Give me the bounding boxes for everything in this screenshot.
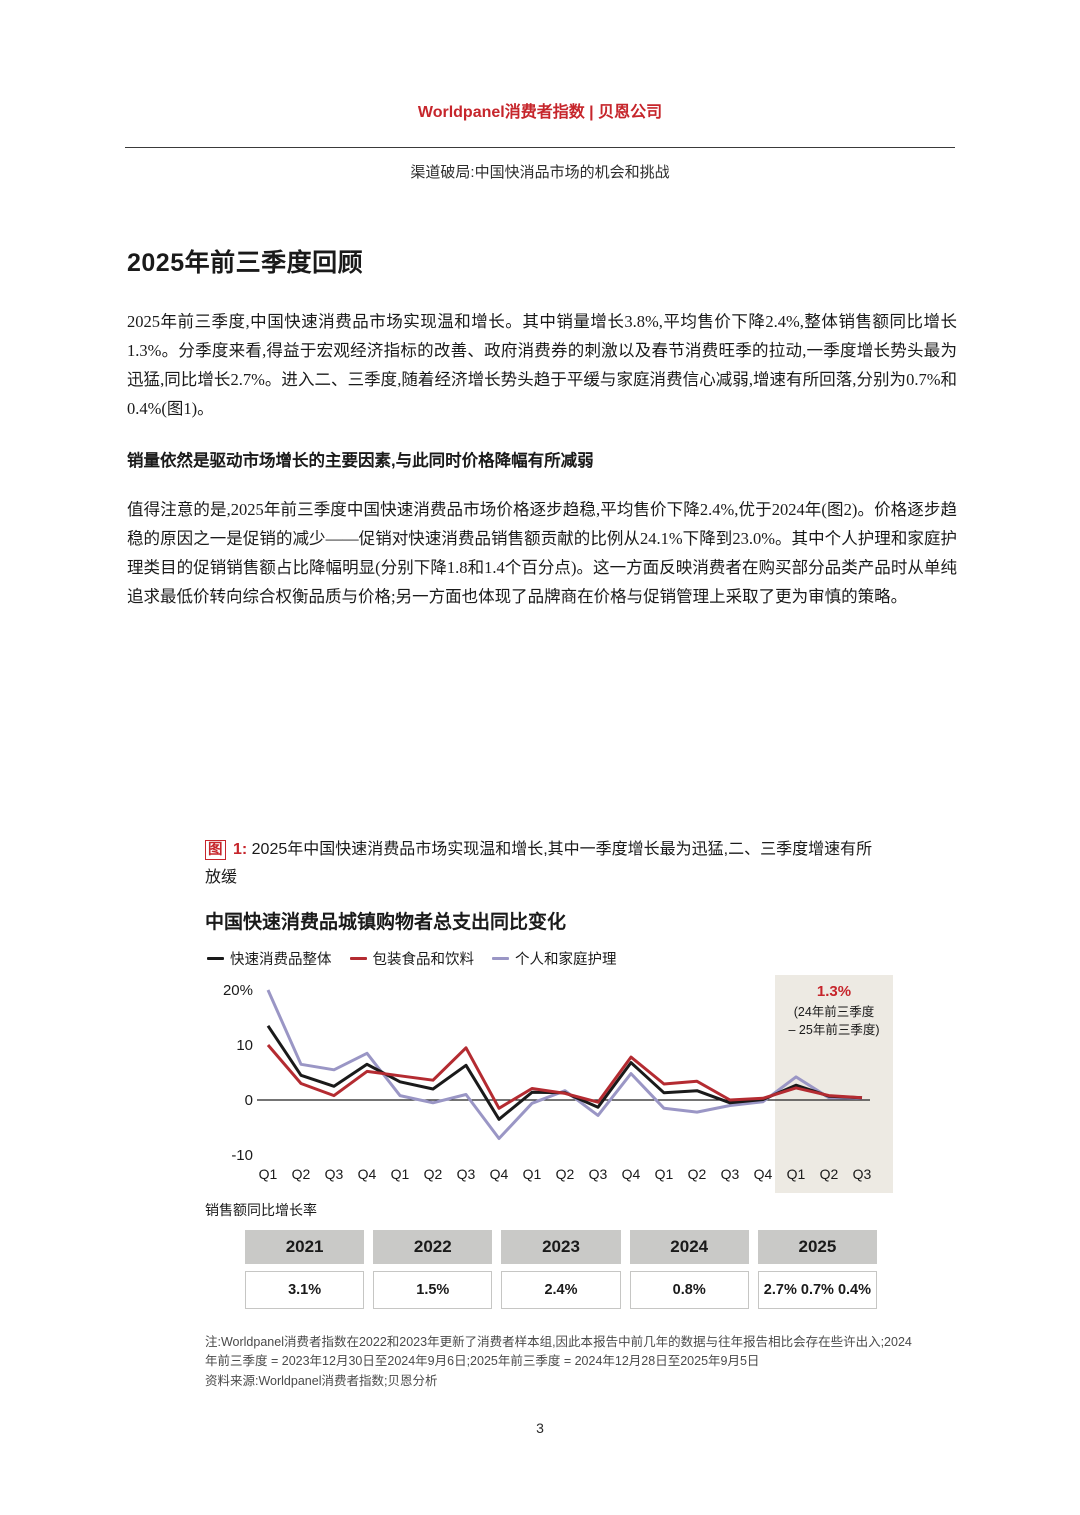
table-year-header: 2021	[245, 1230, 365, 1265]
legend-item: 快速消费品整体	[207, 948, 332, 969]
annotation-line2: – 25年前三季度)	[789, 1022, 880, 1037]
page-number: 3	[536, 1420, 544, 1436]
legend-label: 包装食品和饮料	[372, 952, 475, 969]
annotation-line1: (24年前三季度	[794, 1004, 875, 1019]
chart-legend: 快速消费品整体 包装食品和饮料 个人和家庭护理	[207, 948, 883, 969]
x-tick-label: Q4	[490, 1166, 509, 1182]
x-tick-label: Q4	[358, 1166, 377, 1182]
legend-label: 快速消费品整体	[230, 952, 332, 969]
y-tick-label: 0	[245, 1092, 253, 1109]
review-section: 2025年前三季度回顾 2025年前三季度,中国快速消费品市场实现温和增长。其中…	[127, 243, 957, 635]
figure-label-number: 1:	[232, 841, 248, 858]
legend-item: 个人和家庭护理	[492, 948, 617, 969]
x-tick-label: Q1	[391, 1166, 410, 1182]
table-year-header: 2025	[757, 1230, 878, 1265]
x-tick-label: Q2	[820, 1166, 839, 1182]
sales-growth-label: 销售额同比增长率	[205, 1202, 317, 1219]
legend-label: 个人和家庭护理	[515, 952, 617, 969]
legend-dash-icon	[492, 956, 509, 961]
table-growth-value: 0.8%	[629, 1271, 749, 1310]
y-tick-label: -10	[231, 1147, 253, 1164]
table-growth-value: 3.1%	[245, 1271, 365, 1310]
x-tick-label: Q3	[325, 1166, 344, 1182]
table-year-header: 2024	[629, 1230, 749, 1265]
x-tick-label: Q4	[754, 1166, 773, 1182]
table-growth-value: 1.5%	[373, 1271, 493, 1310]
report-subtitle: 渠道破局:中国快消品市场的机会和挑战	[410, 164, 670, 181]
series-line	[266, 1024, 863, 1121]
line-chart: 20% 10 0 -10 Q1 Q2 Q3 Q4 Q1 Q2 Q3 Q4 Q1 Q2 Q3 Q4 Q1 Q2 Q3 Q…	[205, 973, 895, 1198]
table-column: 2023 2.4%	[501, 1230, 621, 1310]
chart-title: 中国快速消费品城镇购物者总支出同比变化	[205, 912, 567, 934]
x-tick-label: Q1	[259, 1166, 278, 1182]
highlight-band	[775, 975, 893, 1194]
y-tick-label: 10	[236, 1037, 253, 1054]
legend-dash-icon	[207, 956, 224, 961]
x-tick-label: Q1	[787, 1166, 806, 1182]
x-tick-label: Q2	[556, 1166, 575, 1182]
x-tick-label: Q1	[523, 1166, 542, 1182]
table-growth-value: 2.4%	[501, 1271, 621, 1310]
table-column: 2025 2.7% 0.7% 0.4%	[757, 1230, 878, 1310]
x-tick-label: Q1	[655, 1166, 674, 1182]
x-tick-label: Q3	[853, 1166, 872, 1182]
section-subheading: 销量依然是驱动市场增长的主要因素,与此同时价格降幅有所减弱	[127, 452, 594, 471]
table-column: 2022 1.5%	[373, 1230, 493, 1310]
x-tick-label: Q3	[589, 1166, 608, 1182]
body-paragraph-1: 2025年前三季度,中国快速消费品市场实现温和增长。其中销量增长3.8%,平均售…	[127, 312, 957, 419]
header-divider	[125, 147, 955, 148]
x-tick-label: Q3	[457, 1166, 476, 1182]
annotation-value: 1.3%	[817, 983, 851, 1000]
figure-caption-text: 2025年中国快速消费品市场实现温和增长,其中一季度增长最为迅猛,二、三季度增速…	[205, 841, 873, 886]
note-line: 注:Worldpanel消费者指数在2022和2023年更新了消费者样本组,因此…	[205, 1335, 912, 1369]
body-paragraph-2: 值得注意的是,2025年前三季度中国快速消费品市场价格逐步趋稳,平均售价下降2.…	[127, 500, 957, 607]
legend-dash-icon	[349, 956, 367, 961]
table-growth-value: 2.7% 0.7% 0.4%	[757, 1271, 878, 1310]
legend-item: 包装食品和饮料	[349, 948, 475, 969]
series-line	[266, 1044, 863, 1110]
y-tick-label: 20%	[223, 982, 253, 999]
source-line: 资料来源:Worldpanel消费者指数;贝恩分析	[205, 1373, 438, 1388]
section-title: 2025年前三季度回顾	[127, 249, 364, 277]
table-column: 2024 0.8%	[629, 1230, 749, 1310]
x-tick-label: Q3	[721, 1166, 740, 1182]
table-year-header: 2023	[501, 1230, 621, 1265]
figure-label-icon: 图	[205, 840, 226, 861]
x-tick-label: Q2	[688, 1166, 707, 1182]
report-header-title: Worldpanel消费者指数 | 贝恩公司	[417, 104, 663, 121]
table-column: 2021 3.1%	[245, 1230, 365, 1310]
x-tick-label: Q2	[424, 1166, 443, 1182]
x-tick-label: Q2	[292, 1166, 311, 1182]
figure-caption: 图 1: 2025年中国快速消费品市场实现温和增长,其中一季度增长最为迅猛,二、…	[205, 836, 883, 891]
figure-notes: 注:Worldpanel消费者指数在2022和2023年更新了消费者样本组,因此…	[205, 1333, 915, 1391]
table-year-header: 2022	[373, 1230, 493, 1265]
figure-1: 图 1: 2025年中国快速消费品市场实现温和增长,其中一季度增长最为迅猛,二、…	[205, 836, 912, 1391]
x-tick-label: Q4	[622, 1166, 641, 1182]
series-line	[266, 989, 863, 1141]
growth-rate-table: 2021 3.1% 2022 1.5% 2023 2.4% 2024 0.8% …	[245, 1230, 878, 1310]
